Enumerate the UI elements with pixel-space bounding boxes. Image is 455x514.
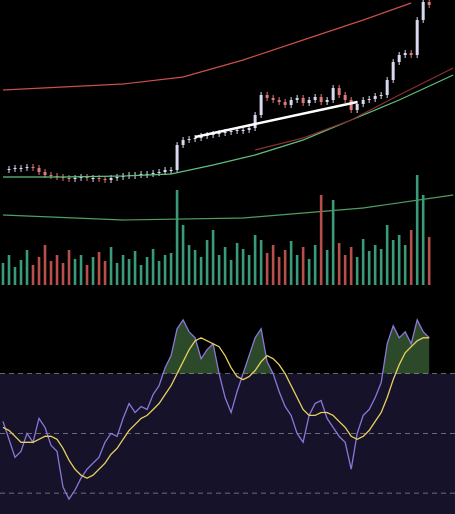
volume-bar (121, 255, 125, 285)
volume-bar (55, 255, 59, 285)
overlay-line (2, 2, 412, 91)
volume-bar (13, 267, 17, 285)
volume-bar (85, 265, 89, 285)
volume-bar (43, 245, 47, 285)
overlay-line (3, 74, 454, 178)
volume-bar (325, 250, 329, 285)
volume-bar (241, 249, 245, 285)
overlay-line (194, 100, 358, 139)
volume-bar (1, 263, 5, 285)
volume-bar (211, 230, 215, 285)
signal-line (2, 337, 430, 479)
volume-bar (73, 259, 77, 285)
volume-bar (265, 253, 269, 285)
volume-bar (415, 175, 419, 285)
volume-bar (271, 245, 275, 285)
volume-bar (379, 249, 383, 285)
volume-bar (391, 240, 395, 285)
volume-bar (277, 257, 281, 285)
volume-bar (19, 260, 23, 285)
volume-bar (199, 257, 203, 285)
volume-bar (97, 252, 101, 285)
volume-bar (409, 230, 413, 285)
volume-bar (367, 251, 371, 285)
volume-bar (61, 263, 65, 285)
volume-bar (349, 247, 353, 285)
volume-bar (139, 265, 143, 285)
volume-bar (145, 257, 149, 285)
volume-bar (109, 247, 113, 285)
volume-bar (247, 255, 251, 285)
volume-bar (331, 200, 335, 285)
volume-bar (31, 265, 35, 285)
volume-bar (361, 239, 365, 285)
volume-bar (319, 195, 323, 285)
volume-bar (103, 261, 107, 285)
volume-bar (385, 225, 389, 285)
volume-bar (133, 251, 137, 285)
volume-bar (49, 261, 53, 285)
volume-bar (403, 245, 407, 285)
rsi-line (2, 318, 430, 501)
volume-bar (223, 247, 227, 285)
volume-bar (301, 247, 305, 285)
volume-bar (157, 261, 161, 285)
volume-bar (181, 225, 185, 285)
volume-bar (91, 257, 95, 285)
volume-bar (283, 250, 287, 285)
volume-bar (7, 255, 11, 285)
volume-bar (127, 259, 131, 285)
volume-bar (229, 260, 233, 285)
volume-bar (67, 250, 71, 285)
volume-bar (421, 195, 425, 285)
volume-bar (253, 235, 257, 285)
volume-bar (37, 257, 41, 285)
overlay-line (254, 67, 454, 151)
volume-bar (115, 263, 119, 285)
volume-bar (163, 255, 167, 285)
volume-bar (205, 240, 209, 285)
volume-bar (307, 259, 311, 285)
volume-bar (187, 245, 191, 285)
volume-bar (79, 255, 83, 285)
volume-bar (337, 243, 341, 285)
volume-bar (25, 250, 29, 285)
volume-bar (235, 243, 239, 285)
volume-bar (313, 245, 317, 285)
volume-bar (259, 240, 263, 285)
volume-bar (397, 235, 401, 285)
volume-bar (289, 241, 293, 285)
volume-bar (427, 237, 431, 285)
volume-bar (151, 249, 155, 285)
volume-bar (355, 257, 359, 285)
rsi-band (0, 373, 455, 514)
volume-bar (193, 250, 197, 285)
volume-bar (373, 245, 377, 285)
volume-bar (343, 255, 347, 285)
volume-bar (295, 255, 299, 285)
overlay-line (2, 194, 454, 221)
volume-bar (217, 255, 221, 285)
volume-bar (169, 253, 173, 285)
volume-bar (175, 190, 179, 285)
overbought-fill (163, 319, 430, 374)
